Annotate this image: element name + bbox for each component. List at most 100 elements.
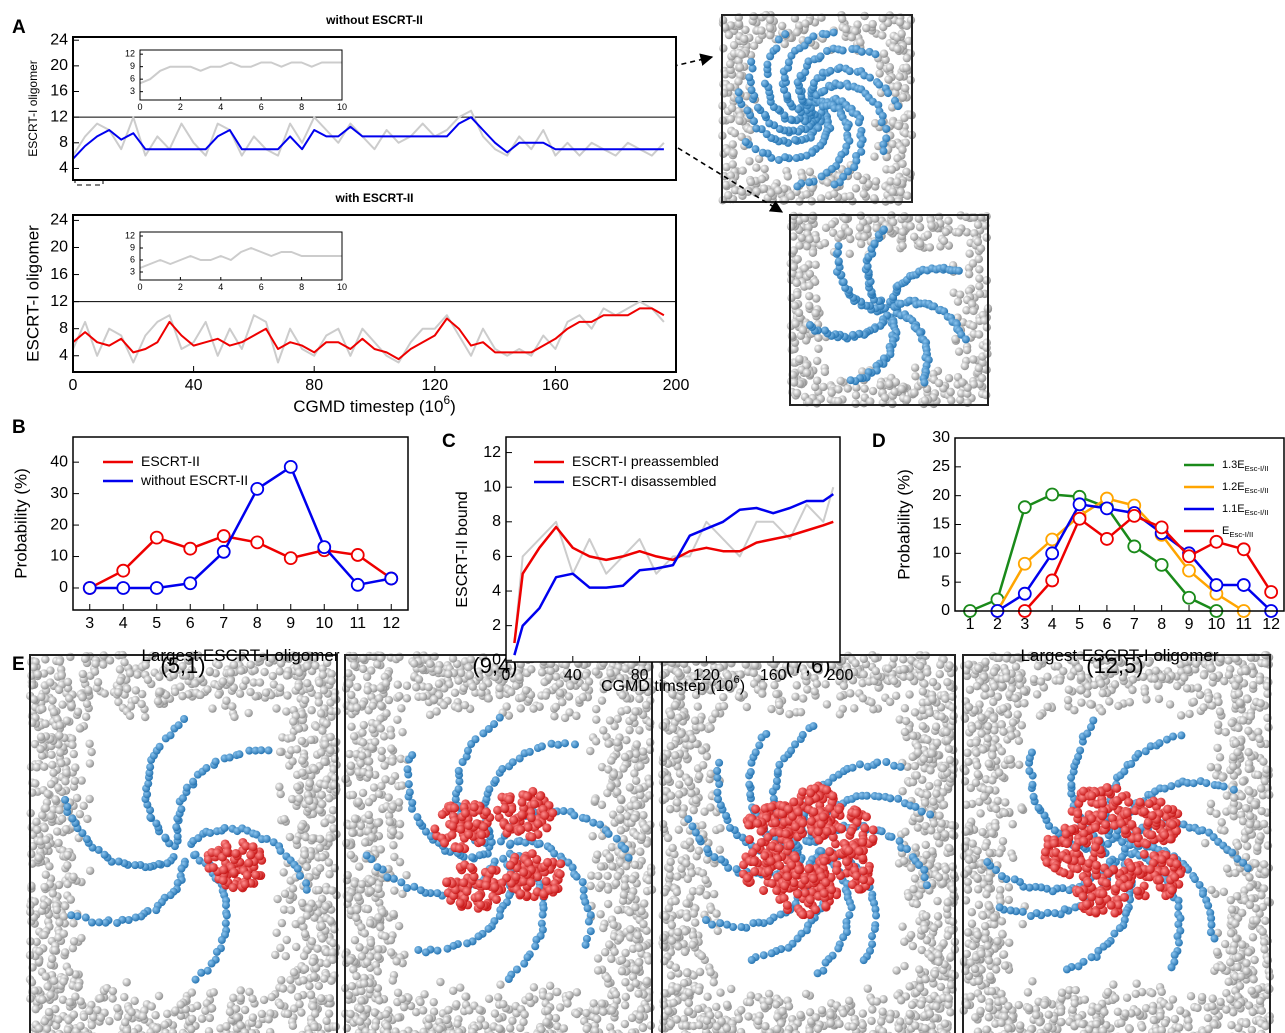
membrane-bead bbox=[355, 862, 363, 870]
membrane-bead bbox=[565, 692, 573, 700]
membrane-bead bbox=[579, 693, 587, 701]
membrane-bead bbox=[229, 994, 237, 1002]
membrane-bead bbox=[305, 779, 313, 787]
membrane-bead bbox=[33, 826, 41, 834]
membrane-bead bbox=[496, 980, 504, 988]
membrane-bead bbox=[374, 945, 382, 953]
membrane-bead bbox=[241, 676, 249, 684]
membrane-bead bbox=[40, 824, 48, 832]
membrane-bead bbox=[276, 748, 284, 756]
membrane-bead bbox=[278, 919, 286, 927]
membrane-bead bbox=[596, 910, 604, 918]
membrane-bead bbox=[375, 996, 383, 1004]
membrane-bead bbox=[878, 1007, 886, 1015]
membrane-bead bbox=[91, 668, 99, 676]
membrane-bead bbox=[67, 895, 75, 903]
membrane-bead bbox=[626, 925, 634, 933]
protein-bead bbox=[596, 821, 604, 829]
membrane-bead bbox=[49, 889, 57, 897]
membrane-bead bbox=[358, 752, 366, 760]
membrane-bead bbox=[293, 783, 301, 791]
protein-bead bbox=[827, 67, 835, 75]
membrane-bead bbox=[350, 652, 358, 660]
membrane-bead bbox=[325, 858, 333, 866]
membrane-bead bbox=[893, 83, 901, 91]
membrane-bead bbox=[906, 222, 914, 230]
membrane-bead bbox=[122, 978, 130, 986]
membrane-bead bbox=[191, 679, 199, 687]
membrane-bead bbox=[325, 870, 333, 878]
membrane-bead bbox=[329, 806, 337, 814]
membrane-bead bbox=[434, 666, 442, 674]
protein-bead bbox=[498, 765, 506, 773]
membrane-bead bbox=[55, 918, 63, 926]
protein-bead bbox=[406, 788, 414, 796]
protein-bead bbox=[161, 834, 169, 842]
membrane-bead bbox=[388, 757, 396, 765]
membrane-bead bbox=[377, 724, 385, 732]
protein-bead bbox=[403, 765, 411, 773]
membrane-bead bbox=[298, 768, 306, 776]
membrane-bead bbox=[556, 689, 564, 697]
membrane-bead bbox=[352, 972, 360, 980]
membrane-bead bbox=[452, 1000, 460, 1008]
protein-bead bbox=[821, 326, 829, 334]
membrane-bead bbox=[631, 861, 639, 869]
membrane-bead bbox=[69, 919, 77, 927]
membrane-bead bbox=[63, 861, 71, 869]
membrane-bead bbox=[545, 992, 553, 1000]
membrane-bead bbox=[827, 388, 835, 396]
membrane-bead bbox=[639, 1024, 647, 1032]
membrane-bead bbox=[365, 757, 373, 765]
membrane-bead bbox=[367, 887, 375, 895]
membrane-bead bbox=[631, 903, 639, 911]
membrane-bead bbox=[419, 1006, 427, 1014]
membrane-bead bbox=[793, 389, 801, 397]
membrane-bead bbox=[796, 1011, 804, 1019]
membrane-bead bbox=[105, 1017, 113, 1025]
protein-bead bbox=[805, 178, 813, 186]
membrane-bead bbox=[137, 700, 145, 708]
protein-bead bbox=[745, 73, 753, 81]
membrane-bead bbox=[396, 858, 404, 866]
membrane-bead bbox=[449, 987, 457, 995]
membrane-bead bbox=[328, 886, 336, 894]
membrane-bead bbox=[74, 708, 82, 716]
membrane-bead bbox=[230, 713, 238, 721]
membrane-bead bbox=[348, 982, 356, 990]
membrane-bead bbox=[289, 717, 297, 725]
membrane-bead bbox=[888, 400, 896, 408]
membrane-bead bbox=[457, 669, 465, 677]
protein-bead bbox=[580, 886, 588, 894]
membrane-bead bbox=[814, 334, 822, 342]
membrane-bead bbox=[237, 986, 245, 994]
membrane-bead bbox=[412, 683, 420, 691]
escrt2-bead bbox=[456, 825, 465, 834]
escrt2-bead bbox=[509, 816, 518, 825]
membrane-bead bbox=[546, 982, 554, 990]
membrane-bead bbox=[219, 677, 227, 685]
membrane-bead bbox=[731, 129, 739, 137]
membrane-bead bbox=[393, 716, 401, 724]
membrane-bead bbox=[161, 1020, 169, 1028]
membrane-bead bbox=[607, 756, 615, 764]
membrane-bead bbox=[760, 165, 768, 173]
membrane-bead bbox=[32, 818, 40, 826]
membrane-bead bbox=[402, 871, 410, 879]
membrane-bead bbox=[318, 934, 326, 942]
membrane-bead bbox=[283, 936, 291, 944]
escrt2-bead bbox=[506, 861, 515, 870]
escrt2-bead bbox=[438, 810, 447, 819]
membrane-bead bbox=[307, 736, 315, 744]
membrane-bead bbox=[355, 943, 363, 951]
membrane-bead bbox=[739, 166, 747, 174]
membrane-bead bbox=[910, 233, 918, 241]
membrane-bead bbox=[203, 685, 211, 693]
membrane-bead bbox=[354, 893, 362, 901]
membrane-bead bbox=[860, 190, 868, 198]
membrane-bead bbox=[906, 111, 914, 119]
escrt2-bead bbox=[519, 868, 528, 877]
protein-bead bbox=[583, 815, 591, 823]
membrane-bead bbox=[898, 242, 906, 250]
